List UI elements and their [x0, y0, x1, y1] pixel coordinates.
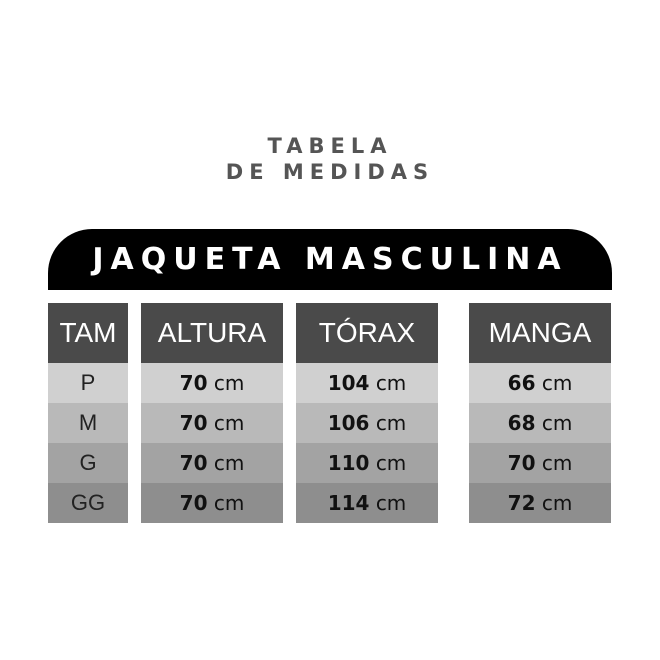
measure-value: 68: [507, 411, 536, 435]
unit-label: cm: [541, 491, 573, 515]
measure-value: 70: [179, 371, 208, 395]
unit-label: cm: [541, 371, 573, 395]
table-cell: 70 cm: [141, 483, 283, 523]
table-cell: 106 cm: [296, 403, 438, 443]
unit-label: cm: [541, 451, 573, 475]
table-cell: 66 cm: [469, 363, 611, 403]
measure-value: 70: [507, 451, 536, 475]
unit-label: cm: [375, 371, 407, 395]
table-cell: P: [48, 363, 128, 403]
measure-value: 110: [327, 451, 370, 475]
table-cell: 70 cm: [141, 443, 283, 483]
measure-value: 70: [179, 491, 208, 515]
measure-value: 106: [327, 411, 370, 435]
unit-label: cm: [375, 411, 407, 435]
column-header: TAM: [48, 303, 128, 363]
column-header: MANGA: [469, 303, 611, 363]
table-cell: GG: [48, 483, 128, 523]
unit-label: cm: [375, 451, 407, 475]
measure-value: 72: [507, 491, 536, 515]
unit-label: cm: [213, 411, 245, 435]
table-cell: M: [48, 403, 128, 443]
column-tam: TAM P M G GG: [48, 303, 128, 523]
table-cell: 70 cm: [469, 443, 611, 483]
measure-value: 70: [179, 411, 208, 435]
column-header: ALTURA: [141, 303, 283, 363]
title-line-2: DE MEDIDAS: [225, 160, 435, 184]
column-manga: MANGA 66 cm 68 cm 70 cm 72 cm: [469, 303, 611, 523]
table-cell: G: [48, 443, 128, 483]
column-tórax: TÓRAX 104 cm 106 cm 110 cm 114 cm: [296, 303, 438, 523]
title-line-1: TABELA: [267, 134, 393, 158]
measure-value: 66: [507, 371, 536, 395]
table-cell: 104 cm: [296, 363, 438, 403]
measure-value: 114: [327, 491, 370, 515]
table-cell: 72 cm: [469, 483, 611, 523]
table-cell: 110 cm: [296, 443, 438, 483]
measure-value: 104: [327, 371, 370, 395]
table-cell: 68 cm: [469, 403, 611, 443]
unit-label: cm: [541, 411, 573, 435]
table-cell: 114 cm: [296, 483, 438, 523]
column-altura: ALTURA 70 cm 70 cm 70 cm 70 cm: [141, 303, 283, 523]
unit-label: cm: [375, 491, 407, 515]
measure-value: 70: [179, 451, 208, 475]
column-header: TÓRAX: [296, 303, 438, 363]
product-banner: JAQUETA MASCULINA: [48, 229, 612, 290]
table-cell: 70 cm: [141, 403, 283, 443]
unit-label: cm: [213, 451, 245, 475]
table-cell: 70 cm: [141, 363, 283, 403]
unit-label: cm: [213, 491, 245, 515]
unit-label: cm: [213, 371, 245, 395]
